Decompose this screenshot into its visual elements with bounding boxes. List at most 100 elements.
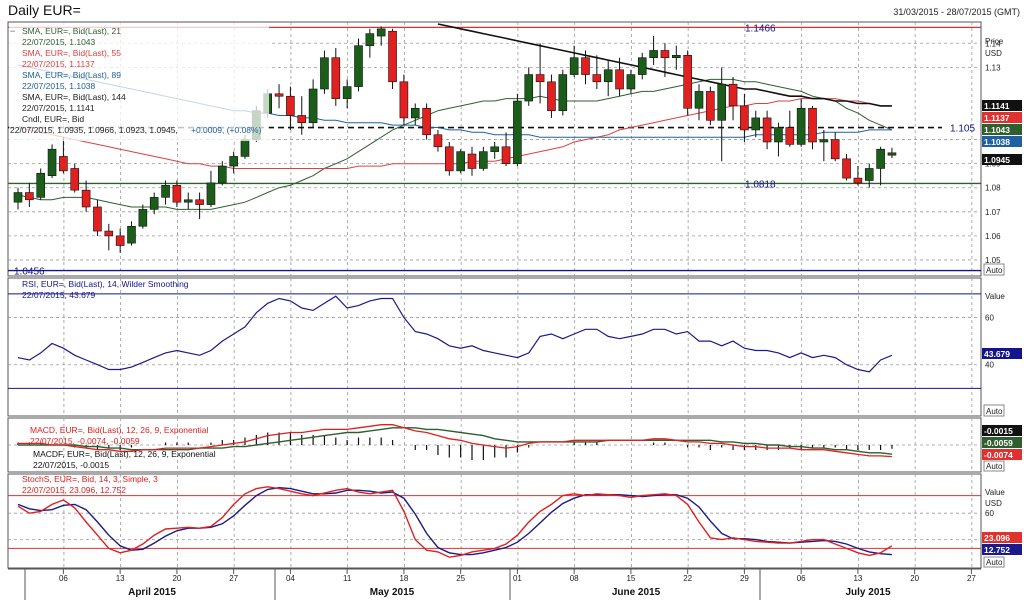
rsi-panel[interactable]: RSI, EUR=, Bid(Last), 14, Wilder Smoothi…	[7, 277, 1022, 417]
candle	[876, 146, 885, 186]
x-day-label: 20	[172, 574, 181, 583]
candle-body-up	[558, 74, 568, 111]
sma-55-line	[17, 98, 892, 169]
x-month-label: May 2015	[370, 587, 415, 598]
candle	[36, 168, 46, 200]
x-day-label: 22	[683, 574, 692, 583]
price-value-text: 1.1038	[984, 137, 1010, 147]
candle-body-up	[365, 33, 375, 46]
candle	[444, 141, 454, 176]
x-day-label: 13	[853, 574, 862, 583]
candle	[195, 192, 204, 220]
candle-body-up	[513, 100, 522, 164]
stoch-value-text: 12.752	[984, 545, 1010, 555]
candle	[501, 132, 511, 167]
stoch-value-box	[982, 544, 1022, 555]
candle	[342, 79, 352, 109]
rsi-plot-area[interactable]	[7, 277, 982, 417]
candle	[172, 180, 182, 207]
rsi-value-box	[982, 348, 1022, 359]
x-day-label: 13	[116, 574, 125, 583]
macd-line	[18, 424, 892, 458]
candle-body-up	[626, 74, 636, 90]
price-tick-label: 1.08	[985, 184, 1001, 193]
candle	[115, 228, 125, 253]
candle	[830, 132, 840, 162]
candle-body-down	[59, 156, 68, 172]
candle-body-down	[592, 74, 602, 83]
macd-value-text: -0.0015	[984, 426, 1013, 436]
candle	[864, 163, 874, 188]
legend-line: Cndl, EUR=, Bid	[22, 114, 84, 124]
candle	[717, 67, 727, 162]
candle	[388, 28, 397, 90]
candle	[81, 180, 91, 212]
macd-panel[interactable]: MACD, EUR=, Bid(Last), 12, 26, 9, Expone…	[7, 417, 1022, 473]
candle-body-down	[762, 117, 772, 143]
legend-line: SMA, EUR=, Bid(Last), 21	[22, 26, 121, 36]
price-axis: 1.141.131.11.091.081.071.061.05PriceUSDA…	[982, 37, 1022, 276]
candle-body-up	[819, 139, 829, 143]
rsi-line	[8, 293, 981, 389]
price-panel[interactable]: 1.1466 1.105 1.0818 1.0456 SMA, EUR=, Bid(L…	[7, 21, 1022, 278]
price-value-box	[982, 100, 1022, 111]
candle	[740, 93, 749, 142]
candle	[774, 122, 783, 157]
candle-body-down	[842, 158, 851, 179]
legend-line: SMA, EUR=, Bid(Last), 144	[22, 92, 126, 102]
candle	[138, 204, 148, 229]
candle-body-up	[751, 117, 761, 131]
rsi-tick-label: 60	[985, 313, 994, 322]
price-tick-label: 1.06	[985, 232, 1001, 241]
price-value-text: 1.1141	[984, 101, 1010, 111]
legend-line: SMA, EUR=, Bid(Last), 89	[22, 70, 121, 80]
candle-body-down	[785, 127, 795, 145]
x-day-label: 04	[286, 574, 295, 583]
candle-body-down	[830, 139, 840, 160]
candle-body-down	[172, 185, 182, 203]
candle-body-up	[161, 185, 170, 198]
candle-body-up	[671, 55, 681, 59]
candle	[637, 52, 647, 80]
candle	[183, 192, 193, 210]
stoch-axis-unit: USD	[985, 499, 1002, 508]
candle-body-down	[535, 74, 545, 83]
candle-body-down	[683, 55, 692, 109]
low-label: 1.0456	[14, 267, 45, 278]
candle	[479, 146, 488, 171]
price-tick-label: 1.13	[985, 63, 1001, 72]
candle-body-down	[581, 57, 590, 75]
candle	[229, 151, 238, 174]
candle	[853, 166, 863, 186]
price-tick-label: 1.05	[985, 256, 1001, 265]
candle	[433, 129, 443, 152]
candle-body-up	[410, 107, 420, 119]
candle	[490, 141, 500, 159]
price-value-text: 1.1137	[984, 113, 1010, 123]
rsi-value-text: 43.679	[984, 349, 1010, 359]
candle-body-down	[467, 153, 477, 169]
stoch-plot-area[interactable]	[7, 473, 982, 569]
candle	[535, 43, 545, 104]
candle-body-down	[615, 69, 624, 90]
stoch-panel[interactable]: StochS, EUR=, Bid, 14, 3, Simple, 322/07…	[7, 473, 1022, 569]
macd-value-text: -0.0074	[984, 450, 1013, 460]
price-value-text: 1.0945	[984, 155, 1010, 165]
price-value-text: 1.1043	[984, 125, 1010, 135]
candle	[149, 192, 159, 215]
candle-body-down	[81, 189, 91, 208]
candle	[660, 43, 670, 77]
candle	[47, 144, 57, 179]
candle	[410, 103, 420, 126]
x-day-label: 27	[229, 574, 238, 583]
candle-body-down	[286, 95, 295, 116]
candle-body-down	[444, 146, 454, 172]
candle-body-up	[490, 146, 500, 152]
candle	[218, 161, 227, 186]
candle	[286, 86, 295, 130]
candle-body-up	[320, 57, 329, 90]
price-value-box	[982, 112, 1022, 123]
